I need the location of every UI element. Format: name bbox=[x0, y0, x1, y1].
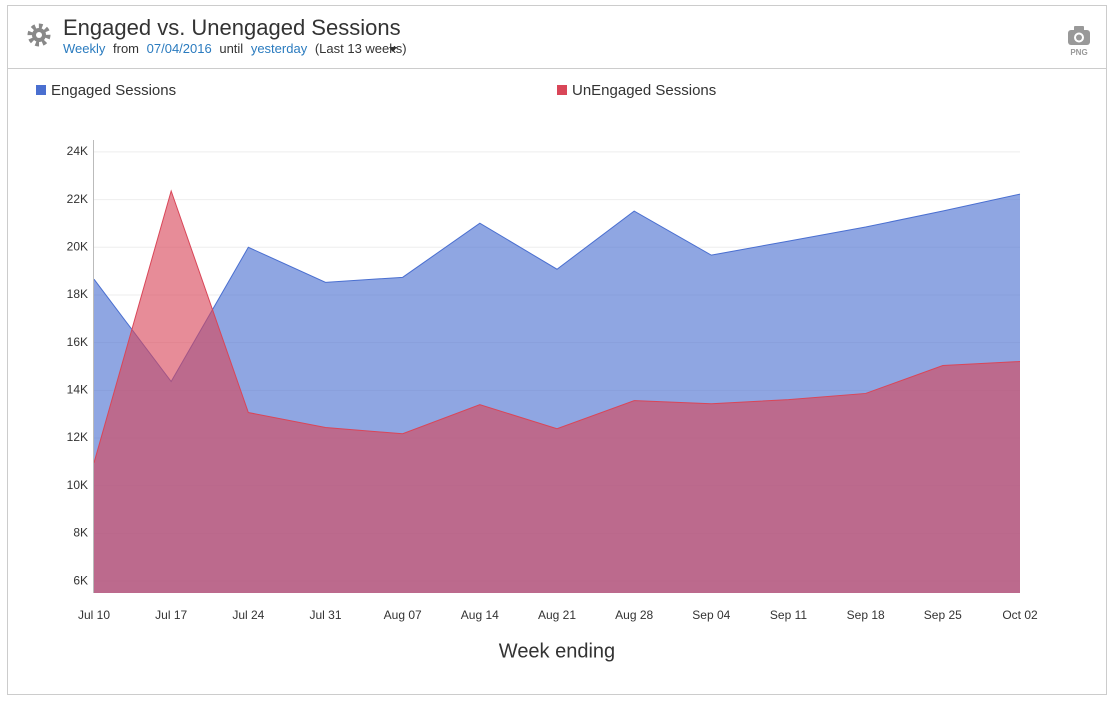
legend-label: UnEngaged Sessions bbox=[572, 82, 716, 99]
x-tick-label: Jul 31 bbox=[309, 608, 341, 622]
x-tick-label: Aug 28 bbox=[615, 608, 653, 622]
x-axis-label: Week ending bbox=[499, 640, 615, 662]
subtitle: Weekly from 07/04/2016 until yesterday (… bbox=[63, 41, 407, 56]
y-tick-label: 8K bbox=[73, 526, 88, 540]
x-tick-label: Jul 17 bbox=[155, 608, 187, 622]
y-tick-label: 18K bbox=[67, 287, 88, 301]
x-tick-label: Oct 02 bbox=[1002, 608, 1038, 622]
line bbox=[93, 189, 1021, 463]
y-tick-label: 24K bbox=[67, 144, 88, 158]
png-label: PNG bbox=[1070, 48, 1087, 57]
settings-icon[interactable] bbox=[27, 23, 51, 47]
x-tick-label: Sep 25 bbox=[924, 608, 962, 622]
legend-label: Engaged Sessions bbox=[51, 82, 176, 99]
x-tick-label: Jul 10 bbox=[78, 608, 110, 622]
line bbox=[93, 193, 1021, 383]
subtitle-text: from bbox=[113, 41, 139, 56]
subtitle-text: until bbox=[219, 41, 243, 56]
x-tick-label: Jul 24 bbox=[232, 608, 264, 622]
y-tick-label: 20K bbox=[67, 239, 88, 253]
y-tick-label: 6K bbox=[73, 573, 88, 587]
chart-title: Engaged vs. Unengaged Sessions bbox=[63, 15, 401, 40]
legend-swatch bbox=[36, 85, 46, 95]
start-date-link[interactable]: 07/04/2016 bbox=[147, 41, 212, 56]
dropdown-arrow[interactable] bbox=[389, 47, 397, 52]
legend-swatch bbox=[557, 85, 567, 95]
period-link[interactable]: Weekly bbox=[63, 41, 106, 56]
y-tick-label: 16K bbox=[67, 335, 88, 349]
x-tick-label: Sep 11 bbox=[770, 608, 807, 622]
x-tick-label: Aug 14 bbox=[461, 608, 499, 622]
y-tick-label: 12K bbox=[67, 430, 88, 444]
x-tick-label: Sep 04 bbox=[692, 608, 730, 622]
subtitle-text: (Last 13 weeks) bbox=[315, 41, 407, 56]
x-tick-label: Aug 07 bbox=[384, 608, 422, 622]
y-tick-label: 22K bbox=[67, 192, 88, 206]
x-tick-label: Sep 18 bbox=[847, 608, 885, 622]
y-tick-label: 14K bbox=[67, 383, 88, 397]
x-tick-label: Aug 21 bbox=[538, 608, 576, 622]
area bbox=[94, 191, 1020, 594]
y-tick-label: 10K bbox=[67, 478, 88, 492]
end-date-link[interactable]: yesterday bbox=[251, 41, 308, 56]
png-export-button[interactable]: PNG bbox=[1068, 26, 1090, 57]
